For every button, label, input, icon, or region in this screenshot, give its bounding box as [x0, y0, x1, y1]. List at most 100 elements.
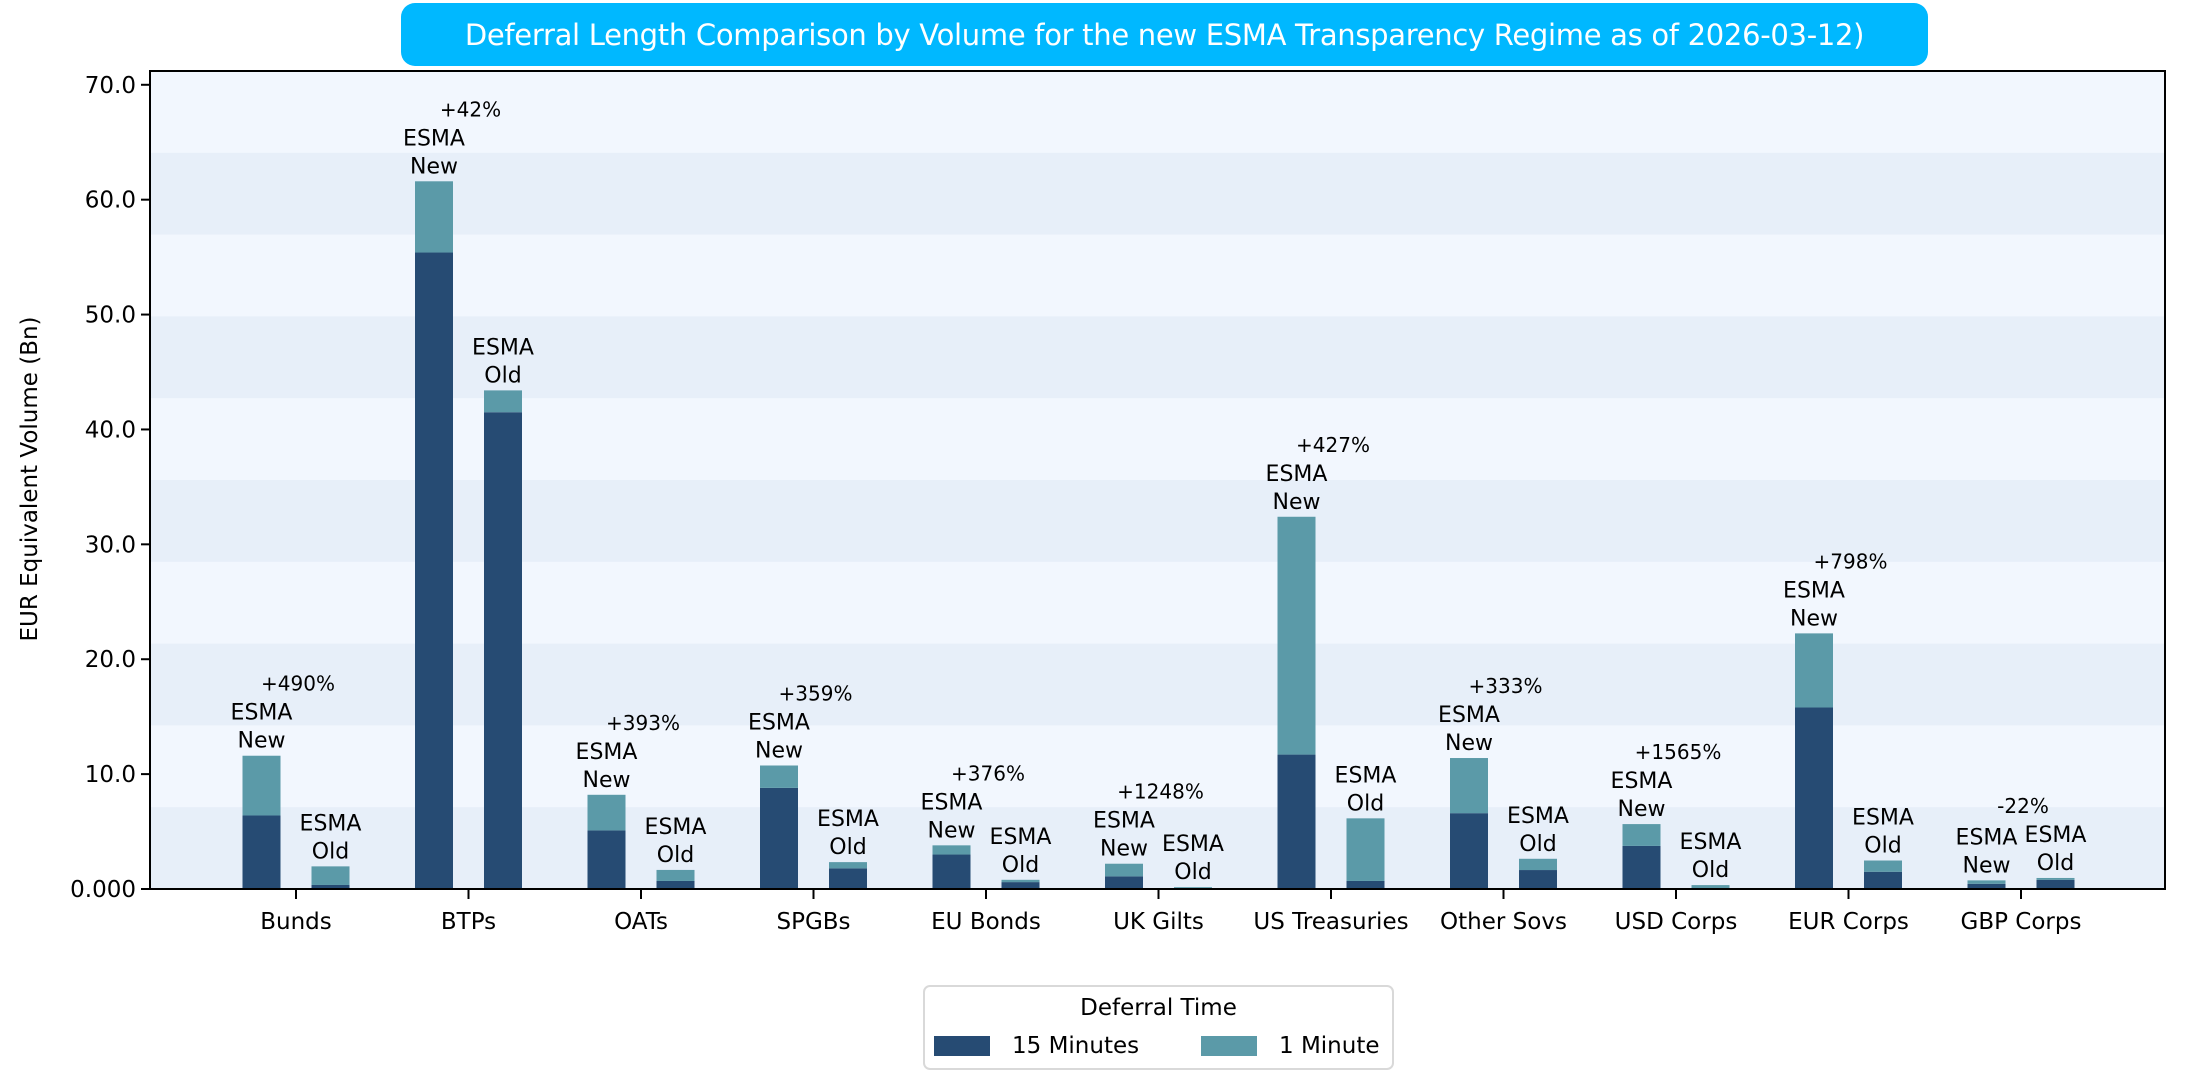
background-band [150, 71, 2165, 154]
legend-item-1-minute[interactable]: 1 Minute [1201, 1033, 1380, 1059]
bar-segment [932, 854, 971, 889]
bar-segment [1277, 516, 1316, 755]
bar-segment [1967, 880, 2006, 884]
bar-group-label: ESMA [231, 701, 293, 726]
change-label: +427% [1296, 433, 1370, 457]
bar-segment [587, 794, 626, 831]
bar-segment [484, 412, 522, 889]
x-tick-label: OATs [614, 909, 668, 935]
bar-group-label: New [1445, 731, 1493, 756]
change-label: +490% [261, 672, 335, 696]
bar-group-label: ESMA [1680, 830, 1742, 855]
bar-group-label: Old [1002, 853, 1039, 878]
bar-group-label: Old [657, 843, 694, 868]
bar-segment [1001, 879, 1040, 883]
bar-segment [484, 390, 522, 413]
background-band [150, 152, 2165, 236]
bar-group-label: New [410, 154, 458, 179]
bar-segment [932, 845, 971, 855]
bar-segment [1622, 845, 1661, 889]
y-tick-label: 20.0 [85, 647, 136, 673]
bar-group-label: ESMA [472, 335, 534, 360]
bar-segment [1450, 758, 1488, 814]
bar-segment [1622, 824, 1661, 846]
bar-group-label: New [1273, 490, 1321, 515]
bar-group-label: ESMA [1266, 462, 1328, 487]
bar-group-label: ESMA [1611, 769, 1673, 794]
bar-segment [1346, 880, 1385, 889]
x-tick-label: US Treasuries [1253, 909, 1408, 935]
bar-segment [1174, 887, 1212, 889]
bar-group-label: ESMA [990, 825, 1052, 850]
x-tick-label: UK Gilts [1113, 909, 1204, 935]
bar-segment [829, 862, 867, 869]
change-label: +333% [1469, 674, 1543, 698]
bar-segment [242, 755, 281, 816]
bar-segment [587, 830, 626, 889]
change-label: +42% [440, 97, 501, 121]
y-tick-label: 70.0 [85, 73, 136, 99]
bar-group-label: Old [1174, 860, 1211, 885]
bars [242, 181, 2075, 890]
bar-segment [1691, 885, 1730, 889]
bar-group-label: ESMA [1956, 825, 2018, 850]
y-tick-label: 10.0 [85, 762, 136, 788]
axes: 0.000 10.0 20.0 30.0 40.0 50.0 60.0 70.0 Bunds BT… [70, 70, 2166, 935]
bar-segment [1001, 882, 1040, 889]
bar-group-label: ESMA [1507, 804, 1569, 829]
y-tick-label: 0.000 [70, 877, 136, 903]
bar-group-label: ESMA [1335, 763, 1397, 788]
bar-segment [1105, 876, 1143, 889]
bar-group-label: New [583, 768, 631, 793]
bar-group-label: Old [1692, 858, 1729, 883]
bar-group-label: ESMA [1162, 832, 1224, 857]
y-tick-label: 60.0 [85, 188, 136, 214]
bar-segment [1519, 858, 1557, 871]
chart-title: Deferral Length Comparison by Volume for… [464, 17, 1865, 52]
bar-segment [656, 869, 695, 881]
bar-segment [311, 884, 350, 889]
bar-group-label: Old [1864, 834, 1901, 859]
background-band [150, 316, 2165, 399]
bar-group-label: New [928, 818, 976, 843]
bar-labels: New ESMA Old ESMA +490% New ESMA Old ESMA +42% New… [231, 97, 2087, 885]
legend-label: 15 Minutes [1012, 1033, 1140, 1059]
bar-group-label: Old [312, 839, 349, 864]
legend: Deferral Time 15 Minutes 1 Minute [923, 985, 1394, 1070]
bar-group-label: ESMA [403, 126, 465, 151]
bar-group-label: ESMA [576, 740, 638, 765]
bar-group-label: ESMA [921, 790, 983, 815]
bar-segment [2036, 879, 2075, 889]
bar-segment [1795, 633, 1833, 708]
bar-group-label: ESMA [2025, 823, 2087, 848]
y-tick-label: 50.0 [85, 303, 136, 329]
bar-group-label: New [1963, 853, 2011, 878]
bar-segment [829, 868, 867, 889]
bar-group-label: ESMA [1783, 578, 1845, 603]
y-tick-label: 40.0 [85, 417, 136, 443]
bar-group-label: ESMA [300, 811, 362, 836]
bar-group-label: ESMA [1093, 809, 1155, 834]
bar-segment [1346, 818, 1385, 881]
bar-segment [1795, 707, 1833, 889]
x-tick-label: Bunds [260, 909, 332, 935]
bar-segment [311, 866, 350, 885]
bar-group-label: Old [1347, 791, 1384, 816]
bar-group-label: ESMA [748, 710, 810, 735]
x-tick-label: SPGBs [776, 909, 850, 935]
bar-group-label: Old [829, 835, 866, 860]
bar-group-label: ESMA [645, 815, 707, 840]
bar-group-label: New [1618, 797, 1666, 822]
bar-segment [2036, 877, 2075, 880]
legend-title: Deferral Time [1080, 995, 1237, 1021]
x-tick-label: BTPs [441, 909, 496, 935]
bar-group-label: ESMA [1852, 806, 1914, 831]
bar-group-label: New [755, 738, 803, 763]
bar-segment [1519, 870, 1557, 889]
bar-segment [656, 880, 695, 889]
x-tick-label: EUR Corps [1788, 909, 1909, 935]
legend-item-15-minutes[interactable]: 15 Minutes [934, 1033, 1139, 1059]
bar-segment [415, 252, 453, 890]
bar-segment [415, 181, 453, 253]
change-label: +359% [779, 681, 853, 705]
